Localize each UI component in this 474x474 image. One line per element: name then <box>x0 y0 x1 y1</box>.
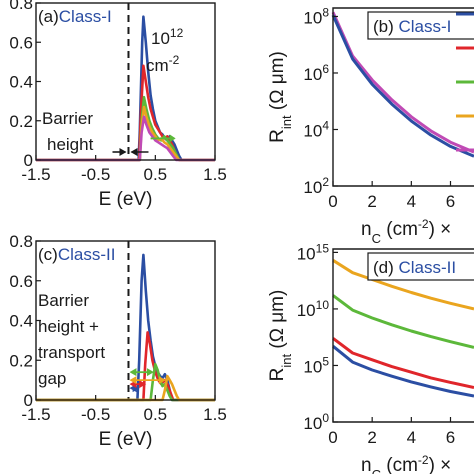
barrier-label-line4: gap <box>38 369 66 388</box>
y-tick-label: 102 <box>303 175 329 197</box>
x-tick-label: 1.5 <box>203 405 227 424</box>
x-tick-label: 0.5 <box>144 165 168 184</box>
series-line-2 <box>332 337 474 389</box>
barrier-label-line1: Barrier <box>38 291 89 310</box>
barrier-label-line2: height <box>47 135 94 154</box>
series-line-1 <box>36 331 215 402</box>
y-tick-label: 0.4 <box>9 73 33 92</box>
series-line-0 <box>332 259 474 311</box>
barrier-arrowhead-right <box>130 148 138 156</box>
x-tick-label: 4 <box>407 428 416 447</box>
gap-arrowhead-left-3 <box>129 376 137 385</box>
y-tick-label: 105 <box>303 354 329 376</box>
panel-label-box <box>367 252 474 281</box>
y-tick-label: 0.4 <box>9 312 33 331</box>
y-axis-label: Rint (Ω μm) <box>267 51 294 143</box>
panel-label: (d) Class-II <box>373 258 456 277</box>
x-axis-label: nC (cm-2) × <box>361 453 451 474</box>
gap-arrowhead-right-1 <box>139 380 147 389</box>
y-tick-label: 1015 <box>297 241 330 263</box>
x-tick-label: 1.5 <box>203 165 227 184</box>
y-axis-label: Rint (Ω μm) <box>267 290 294 382</box>
x-tick-label: 2 <box>367 192 376 211</box>
barrier-label-line2: height + <box>38 317 99 336</box>
series-line-1 <box>332 294 474 349</box>
y-tick-label: 100 <box>303 411 329 433</box>
x-axis-label: E (eV) <box>99 429 153 450</box>
gap-arrowhead-left-2 <box>129 368 137 377</box>
panel-label: (b) Class-I <box>373 17 451 36</box>
density-annotation: 1012 <box>151 26 184 48</box>
panel-label: (c)Class-II <box>38 245 115 264</box>
gap-arrowhead <box>169 134 176 143</box>
series-line-0 <box>36 253 215 402</box>
y-tick-label: 1010 <box>297 298 330 320</box>
panel-b: 0 2 4 6 102 104 106 108 nC (cm-2) × Rint (Ω μm) (b… <box>267 5 474 246</box>
y-tick-label: 108 <box>303 5 329 27</box>
x-tick-label: -0.5 <box>81 165 110 184</box>
y-tick-label: 0.2 <box>9 112 33 131</box>
x-tick-label: 0 <box>328 192 337 211</box>
panel-d: 0 2 4 6 100 105 1010 1015 nC (cm-2) × Rint (Ω μm)… <box>267 241 474 474</box>
series-line-2 <box>36 362 215 402</box>
gap-arrowhead-right-3 <box>158 376 166 385</box>
barrier-label-line3: transport <box>38 343 105 362</box>
y-tick-label: 0 <box>24 391 33 410</box>
series-line-3 <box>36 374 215 402</box>
x-tick-label: 0 <box>328 428 337 447</box>
series-line-3 <box>332 345 474 398</box>
plot-frame <box>332 7 474 187</box>
barrier-arrowhead-left <box>119 148 127 156</box>
panel-label-box <box>367 11 474 40</box>
y-tick-label: 0.6 <box>9 272 33 291</box>
density-unit-annotation: cm-2 <box>146 53 180 75</box>
y-tick-label: 0.8 <box>9 0 33 13</box>
barrier-label-line1: Barrier <box>42 109 93 128</box>
gap-arrowhead-right-2 <box>146 368 154 377</box>
panel-a: -1.5 -0.5 0.5 1.5 0 0.2 0.4 0.6 0.8 E (eV) (a)Clas… <box>9 0 226 210</box>
x-axis-label: E (eV) <box>99 189 153 210</box>
x-tick-label: -0.5 <box>81 405 110 424</box>
x-tick-label: 6 <box>446 428 455 447</box>
series-line-1 <box>331 14 474 158</box>
series-line-3 <box>36 105 215 162</box>
x-tick-label: -1.5 <box>21 165 50 184</box>
panel-c: -1.5 -0.5 0.5 1.5 0 0.2 0.4 0.6 0.8 E (eV) (c)Clas… <box>9 232 226 450</box>
x-tick-label: -1.5 <box>21 405 50 424</box>
x-axis-label: nC (cm-2) × <box>361 217 451 246</box>
y-tick-label: 106 <box>303 62 329 84</box>
y-tick-label: 0 <box>24 151 33 170</box>
series-line-0 <box>331 11 474 154</box>
x-tick-label: 6 <box>446 192 455 211</box>
plot-frame <box>332 248 474 423</box>
y-tick-label: 0.2 <box>9 351 33 370</box>
panel-label: (a)Class-I <box>38 7 112 26</box>
y-tick-label: 0.8 <box>9 232 33 251</box>
x-tick-label: 4 <box>407 192 416 211</box>
series-line-4 <box>36 115 215 162</box>
x-tick-label: 0.5 <box>144 405 168 424</box>
y-tick-label: 0.6 <box>9 33 33 52</box>
x-tick-label: 2 <box>367 428 376 447</box>
y-tick-label: 104 <box>303 118 329 140</box>
